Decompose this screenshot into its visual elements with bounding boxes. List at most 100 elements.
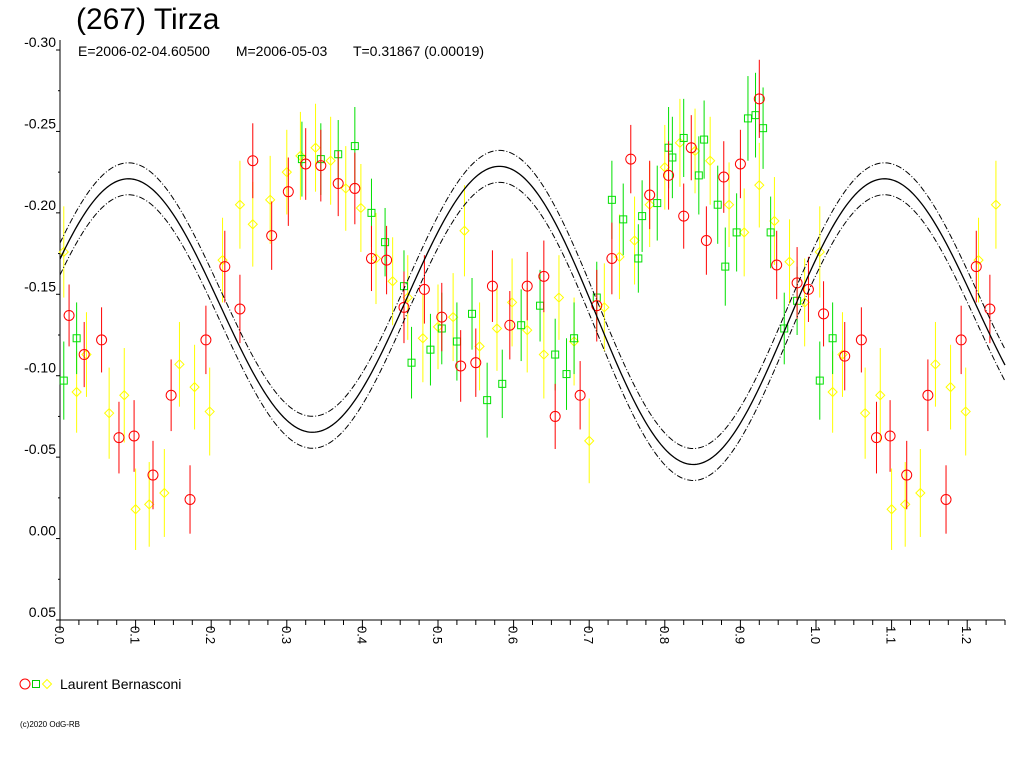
circle-marker xyxy=(771,259,783,271)
diamond-marker xyxy=(689,145,701,157)
data-point xyxy=(915,449,926,537)
data-point xyxy=(704,116,716,205)
square-marker xyxy=(517,321,526,330)
circle-marker xyxy=(282,186,294,198)
circle-marker xyxy=(455,360,467,372)
data-point xyxy=(459,185,470,277)
circle-marker xyxy=(78,349,90,361)
legend-square-icon xyxy=(32,680,40,688)
data-point xyxy=(734,129,746,199)
diamond-marker xyxy=(837,349,848,360)
square-marker xyxy=(381,238,390,247)
square-marker xyxy=(815,376,824,385)
chart-subtitle: E=2006-02-04.60500 M=2006-05-03 T=0.3186… xyxy=(78,42,484,60)
data-point xyxy=(723,162,735,248)
data-point xyxy=(365,225,377,292)
circle-marker xyxy=(247,155,259,167)
x-tick-label: 0.5 xyxy=(430,626,445,644)
data-point xyxy=(960,367,971,456)
data-point xyxy=(536,269,545,342)
data-point xyxy=(771,230,783,300)
diamond-marker xyxy=(204,406,215,417)
legend-diamond-icon xyxy=(41,678,53,690)
data-point xyxy=(234,274,246,344)
data-point xyxy=(694,136,703,215)
x-tick-label: 0.7 xyxy=(581,626,596,644)
data-point xyxy=(113,401,125,474)
square-marker xyxy=(72,334,81,343)
data-point xyxy=(743,76,752,161)
data-point xyxy=(282,157,294,226)
data-point xyxy=(754,142,765,228)
circle-marker xyxy=(332,178,344,190)
diamond-marker xyxy=(103,407,115,419)
x-tick-label: 1.0 xyxy=(808,626,823,644)
data-point xyxy=(264,155,276,244)
data-point xyxy=(700,100,709,179)
data-point xyxy=(751,72,760,158)
circle-marker xyxy=(591,300,603,312)
data-point xyxy=(426,313,435,386)
legend: Laurent Bernasconi xyxy=(18,674,181,694)
diamond-marker xyxy=(945,381,956,393)
circle-marker xyxy=(818,308,830,320)
circle-marker xyxy=(922,389,934,401)
diamond-marker xyxy=(930,359,941,370)
data-point xyxy=(629,196,640,285)
square-marker xyxy=(570,334,579,343)
data-point xyxy=(766,196,775,269)
data-point xyxy=(634,224,643,293)
diamond-marker xyxy=(900,499,911,510)
circle-marker xyxy=(940,493,952,505)
circle-marker xyxy=(398,301,410,313)
circle-marker xyxy=(606,252,618,264)
circle-marker xyxy=(486,280,498,292)
square-marker xyxy=(426,345,435,354)
diamond-marker xyxy=(506,297,518,308)
data-point xyxy=(455,330,467,402)
x-tick-label: 0.8 xyxy=(657,626,672,644)
y-tick-label: 0.05 xyxy=(29,604,56,620)
data-point xyxy=(870,401,882,474)
data-point xyxy=(96,307,108,373)
square-marker xyxy=(828,334,837,343)
diamond-marker xyxy=(447,311,459,323)
data-point xyxy=(859,367,871,459)
data-point xyxy=(837,312,848,397)
data-point xyxy=(732,193,741,272)
data-point xyxy=(332,150,344,217)
diamond-marker xyxy=(130,504,141,515)
diamond-marker xyxy=(784,256,795,267)
circle-marker xyxy=(418,283,430,295)
data-point xyxy=(583,398,595,484)
data-point xyxy=(63,284,75,347)
data-point xyxy=(387,237,398,326)
circle-marker xyxy=(955,334,967,346)
x-tick-label: 0.2 xyxy=(203,626,218,644)
data-point xyxy=(470,328,482,397)
diamond-marker xyxy=(960,406,971,417)
diamond-marker xyxy=(827,386,838,398)
data-point xyxy=(625,124,637,194)
diamond-marker xyxy=(325,155,336,166)
data-point xyxy=(474,302,485,391)
mid-date-label: M=2006-05-03 xyxy=(235,43,328,59)
data-point xyxy=(674,98,686,187)
y-tick-label: -0.10 xyxy=(24,360,56,376)
fit-curves xyxy=(59,149,1006,481)
data-point xyxy=(504,291,516,360)
data-point xyxy=(517,289,526,362)
data-point xyxy=(574,361,586,430)
data-point xyxy=(855,307,867,373)
circle-marker xyxy=(538,270,550,282)
data-point xyxy=(839,321,851,391)
diamond-marker xyxy=(370,253,382,264)
square-marker xyxy=(700,135,709,144)
data-point xyxy=(551,318,560,391)
data-points xyxy=(58,59,1002,550)
circle-marker xyxy=(381,254,393,266)
x-tick-label: 0.4 xyxy=(354,626,369,644)
data-point xyxy=(678,183,690,249)
data-point xyxy=(922,359,934,432)
circle-marker xyxy=(315,160,327,172)
